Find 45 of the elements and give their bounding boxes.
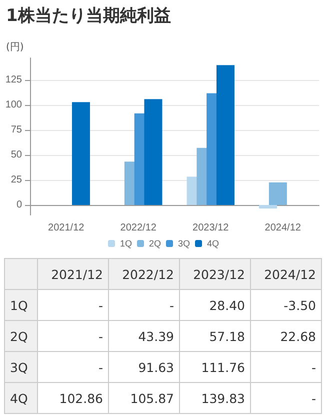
chart-title: 1株当たり当期純利益: [6, 5, 171, 27]
y-tick-label: 25: [10, 174, 22, 186]
text: 4Q: [10, 390, 28, 406]
y-tick-label: 125: [5, 74, 22, 86]
y-axis-title: (円): [6, 41, 24, 54]
data-label: 57.18: [180, 320, 250, 352]
category-label: 2021/12: [51, 266, 103, 282]
bar: [144, 99, 162, 205]
x-tick-label: 2022/12: [120, 222, 157, 234]
legend-label: 1Q: [120, 238, 132, 248]
y-tick-label: 75: [10, 124, 22, 136]
text: -: [311, 360, 316, 374]
category-label: 2023/12: [193, 266, 245, 282]
text: -: [311, 390, 316, 406]
y-tick-label: 0: [16, 200, 22, 210]
bar: [72, 102, 90, 205]
data-label: -3.50: [250, 290, 322, 320]
category-label: 2022/12: [122, 266, 174, 282]
data-label: 43.39: [108, 320, 180, 352]
legend-label: 2Q: [148, 238, 162, 248]
data-label: 28.40: [180, 290, 250, 320]
x-tick-label: 2023/12: [192, 222, 230, 234]
data-label: 102.86: [38, 382, 108, 414]
text: 3Q: [10, 360, 28, 374]
bar: [259, 205, 278, 208]
text: -: [98, 360, 103, 374]
x-tick-label: 2021/12: [48, 222, 85, 234]
text: 2Q: [10, 328, 28, 344]
y-tick-label: 50: [10, 150, 22, 160]
text: 1Q: [10, 298, 28, 312]
data-label: 22.68: [250, 320, 322, 352]
legend-label: 3Q: [178, 238, 190, 248]
text: -: [98, 328, 103, 344]
legend-label: 4Q: [207, 238, 220, 248]
data-label: 105.87: [108, 382, 180, 414]
text: -: [98, 298, 103, 312]
data-label: 91.63: [108, 352, 180, 382]
data-label: 111.76: [180, 352, 250, 382]
category-label: 2024/12: [264, 266, 316, 282]
y-tick-label: 100: [5, 100, 22, 110]
bar: [268, 182, 287, 205]
text: -: [169, 298, 174, 312]
x-tick-label: 2024/12: [264, 222, 302, 234]
data-label: 139.83: [180, 382, 250, 414]
bar: [216, 65, 234, 205]
